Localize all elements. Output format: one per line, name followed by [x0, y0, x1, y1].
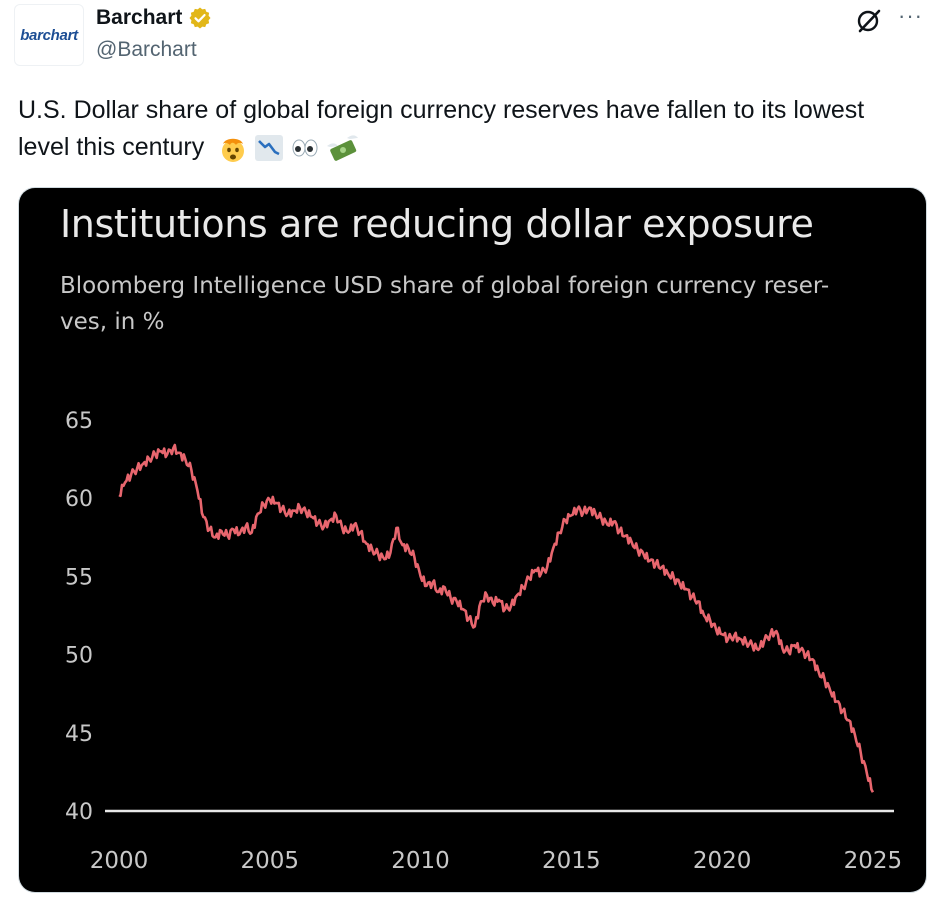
tweet-text: U.S. Dollar share of global foreign curr…: [18, 92, 918, 166]
money-with-wings-emoji: [327, 135, 359, 162]
chart-decreasing-emoji: [255, 135, 284, 162]
y-tick-label: 60: [65, 487, 93, 512]
x-tick-label: 2025: [844, 848, 903, 874]
emoji-row: [217, 132, 359, 164]
x-tick-label: 2000: [90, 848, 149, 874]
y-tick-label: 55: [65, 565, 93, 590]
grok-icon[interactable]: [856, 8, 882, 34]
handle[interactable]: @Barchart: [96, 38, 197, 61]
x-tick-label: 2020: [693, 848, 752, 874]
x-tick-label: 2005: [241, 848, 300, 874]
chart-title: Institutions are reducing dollar exposur…: [60, 202, 814, 246]
exploding-head-emoji: [222, 139, 245, 163]
chart-image[interactable]: Institutions are reducing dollar exposur…: [19, 188, 926, 892]
series-line: [118, 443, 875, 793]
tweet-body: U.S. Dollar share of global foreign curr…: [18, 96, 865, 161]
avatar[interactable]: barchart: [14, 4, 84, 66]
avatar-logo-text: barchart: [20, 26, 78, 44]
gold-verified-icon[interactable]: [188, 6, 212, 30]
y-tick-label: 45: [65, 722, 93, 747]
x-tick-label: 2015: [542, 848, 601, 874]
display-name[interactable]: Barchart: [96, 6, 183, 29]
x-tick-label: 2010: [391, 848, 450, 874]
y-tick-label: 40: [65, 800, 93, 825]
y-tick-label: 50: [65, 644, 93, 669]
y-tick-label: 65: [65, 409, 93, 434]
chart-subtitle: Bloomberg Intelligence USD share of glob…: [60, 273, 830, 335]
line-chart: 65 60 55 50 45 40 2000 2005 2010 2015 2020 2025: [65, 409, 903, 874]
author-name-row: Barchart: [96, 6, 212, 30]
more-options-icon[interactable]: ···: [898, 3, 923, 28]
eyes-emoji: [292, 139, 318, 157]
